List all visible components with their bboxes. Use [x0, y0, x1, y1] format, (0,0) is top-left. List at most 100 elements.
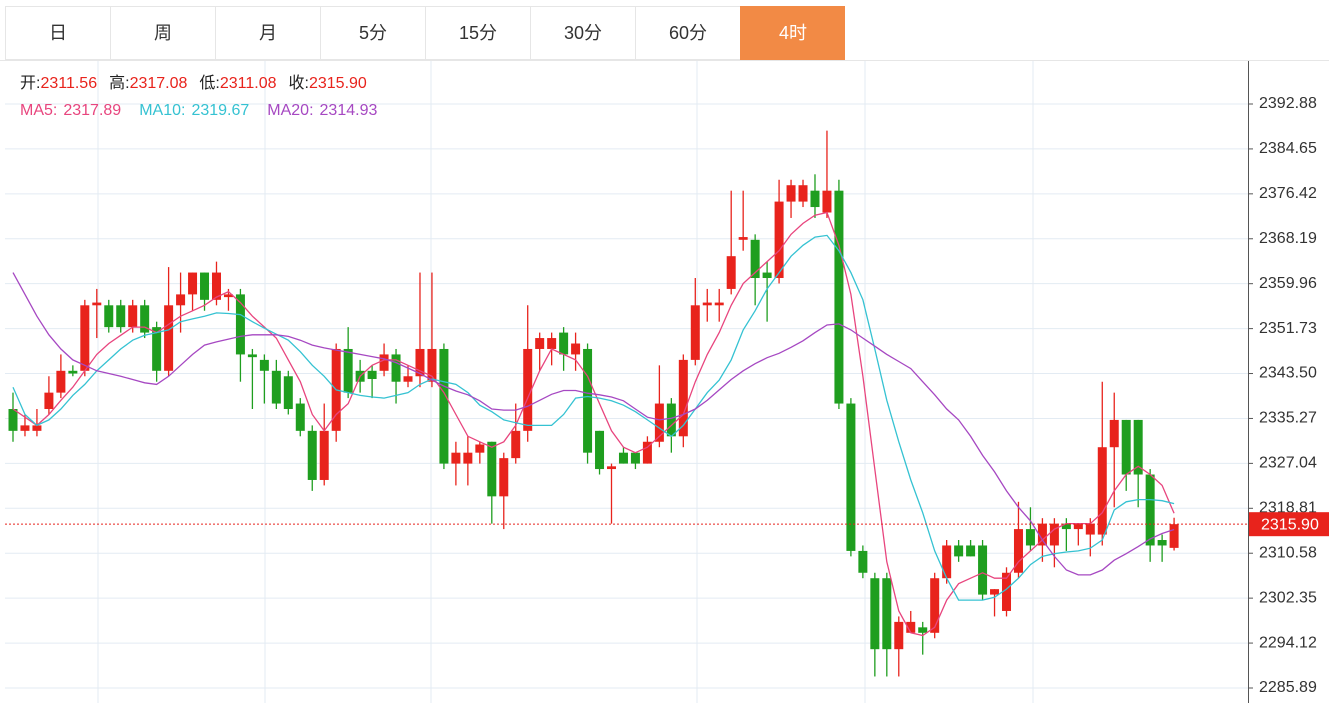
candle-body	[188, 272, 198, 295]
candle-body	[750, 239, 760, 279]
info-value: 2317.08	[130, 75, 188, 92]
candle-body	[80, 305, 90, 371]
candle-body	[427, 348, 437, 382]
candle-body	[678, 359, 688, 437]
candle-body	[846, 403, 856, 551]
candle-body	[140, 305, 150, 333]
candle-body	[1157, 540, 1167, 546]
candle-body	[32, 425, 42, 431]
ma-line	[12, 272, 1175, 576]
tab[interactable]: 5分	[320, 6, 425, 60]
y-tick-label: 2294.12	[1259, 634, 1317, 651]
legend-value: 2319.67	[191, 102, 249, 119]
candle-body	[966, 545, 976, 557]
tab[interactable]: 4时	[740, 6, 845, 60]
candle-body	[990, 589, 1000, 595]
candle-body	[1097, 447, 1107, 535]
candle-body	[906, 621, 916, 633]
candle-body	[1085, 523, 1095, 535]
candle-body	[475, 444, 485, 453]
legend-name: MA10:	[139, 102, 185, 119]
legend-value: 2317.89	[63, 102, 121, 119]
ma-line	[12, 211, 1175, 637]
candle-body	[954, 545, 964, 557]
candle-body	[403, 376, 413, 382]
candle-body	[1037, 523, 1047, 546]
tab-bar: 日周月 5分 15分 30分 60分 4时	[5, 6, 845, 60]
candle-body	[595, 430, 605, 470]
candle-body	[858, 550, 868, 573]
candle-body	[379, 354, 389, 371]
candle-body	[44, 392, 54, 410]
info-value: 2311.56	[40, 75, 97, 92]
candle-body	[1061, 523, 1071, 530]
y-tick-label: 2351.73	[1259, 320, 1317, 337]
candle-body	[607, 466, 616, 470]
info-label: 开:	[20, 75, 40, 92]
last-price-box	[1249, 512, 1329, 537]
legend-name: MA5:	[20, 102, 57, 119]
candle-body	[176, 294, 186, 306]
candle-body	[738, 237, 748, 240]
candle-body	[726, 256, 736, 289]
candle-body	[1169, 524, 1179, 548]
candle-body	[834, 190, 844, 404]
candle-body	[104, 305, 114, 328]
candle-body	[786, 185, 796, 202]
ma-line	[12, 234, 1175, 601]
candle-body	[68, 370, 78, 374]
y-tick-label: 2335.27	[1259, 410, 1317, 427]
candle-body	[810, 190, 820, 208]
tab[interactable]: 周	[110, 6, 215, 60]
candle-body	[630, 452, 640, 464]
candle-body	[930, 578, 940, 633]
candle-body	[451, 452, 461, 464]
candle-body	[20, 425, 30, 431]
info-label: 高:	[109, 74, 129, 92]
candle-body	[307, 430, 317, 480]
candle-body	[642, 441, 652, 464]
candle-body	[367, 370, 377, 379]
candle-body	[822, 190, 832, 213]
candle-body	[56, 370, 66, 393]
candle-body	[666, 403, 676, 437]
candle-body	[547, 338, 557, 349]
candle-body	[164, 305, 174, 371]
candle-body	[487, 441, 497, 497]
candle-body	[535, 338, 545, 349]
candle-body	[882, 578, 892, 650]
candle-body	[295, 403, 305, 431]
candle-body	[894, 621, 904, 650]
y-tick-label: 2384.65	[1259, 140, 1317, 157]
candle-body	[259, 359, 269, 371]
candle-body	[1049, 523, 1059, 546]
candle-body	[247, 354, 257, 358]
candle-body	[798, 185, 808, 202]
candle-body	[391, 354, 401, 382]
candle-body	[714, 302, 724, 306]
candle-body	[571, 343, 581, 355]
candle-body	[8, 409, 18, 431]
candle-body	[116, 305, 126, 328]
y-tick-label: 2343.50	[1259, 365, 1317, 382]
legend-value: 2314.93	[320, 102, 378, 119]
last-price-label: 2315.90	[1261, 516, 1319, 533]
legend: MA5: 2317.89 MA10: 2319.67 MA20: 2314.93	[20, 102, 377, 119]
tab[interactable]: 日	[5, 6, 110, 60]
candle-body	[439, 348, 449, 464]
candle-body	[271, 370, 281, 404]
candle-body	[223, 294, 233, 298]
candle-body	[128, 305, 138, 328]
candle-body	[918, 627, 928, 633]
candle-body	[319, 430, 329, 480]
candle-body	[870, 578, 880, 650]
tab[interactable]: 月	[215, 6, 320, 60]
tab[interactable]: 60分	[635, 6, 740, 60]
info-label: 低:	[199, 74, 219, 92]
legend-name: MA20:	[267, 102, 313, 119]
tab[interactable]: 15分	[425, 6, 530, 60]
tab[interactable]: 30分	[530, 6, 635, 60]
candle-body	[978, 545, 988, 595]
y-tick-label: 2310.58	[1259, 544, 1317, 561]
